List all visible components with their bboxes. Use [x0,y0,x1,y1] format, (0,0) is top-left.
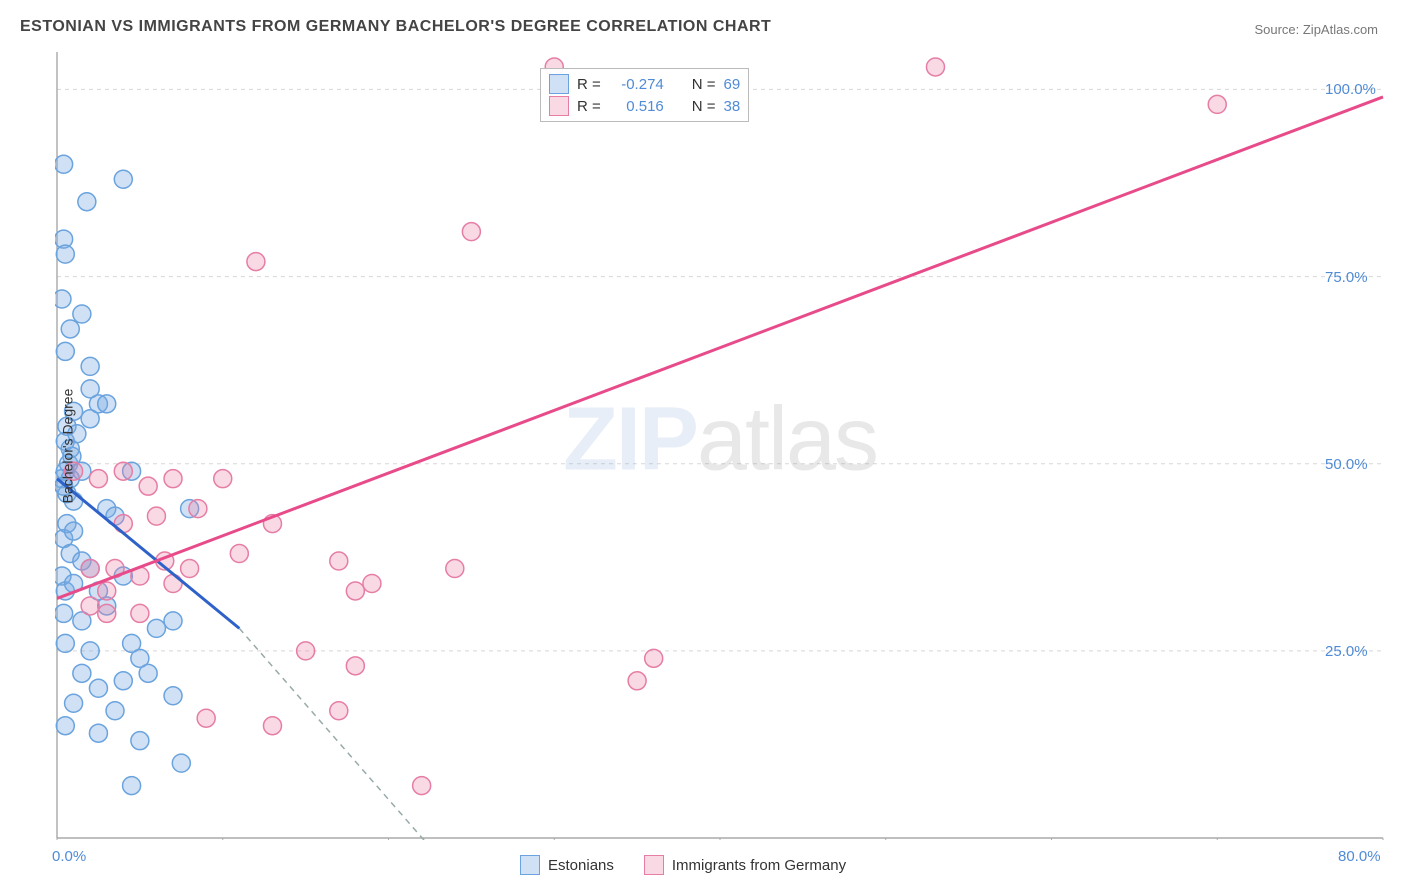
y-tick-label: 50.0% [1325,456,1368,473]
legend-swatch [549,96,569,116]
series-legend-item: Immigrants from Germany [644,855,846,875]
legend-row: R = -0.274 N = 69 [549,73,740,95]
r-value: 0.516 [609,98,664,115]
legend-swatch [549,74,569,94]
chart-title: ESTONIAN VS IMMIGRANTS FROM GERMANY BACH… [20,18,771,36]
x-tick-label: 80.0% [1338,848,1381,865]
n-label: N = [692,76,716,93]
n-label: N = [692,98,716,115]
series-legend: Estonians Immigrants from Germany [520,855,846,875]
n-value: 69 [724,76,741,93]
legend-swatch [520,855,540,875]
x-tick-label: 0.0% [52,848,86,865]
n-value: 38 [724,98,741,115]
series-legend-item: Estonians [520,855,614,875]
y-axis-label: Bachelor's Degree [59,389,75,504]
legend-row: R = 0.516 N = 38 [549,95,740,117]
source-attribution: Source: ZipAtlas.com [1254,22,1378,37]
y-tick-label: 75.0% [1325,269,1368,286]
y-tick-label: 25.0% [1325,643,1368,660]
r-value: -0.274 [609,76,664,93]
legend-swatch [644,855,664,875]
correlation-legend: R = -0.274 N = 69 R = 0.516 N = 38 [540,68,749,122]
y-tick-label: 100.0% [1325,81,1376,98]
scatter-plot: ZIPatlas [55,50,1385,840]
plot-svg [55,50,1385,840]
r-label: R = [577,98,601,115]
series-name: Estonians [548,857,614,874]
r-label: R = [577,76,601,93]
series-name: Immigrants from Germany [672,857,846,874]
